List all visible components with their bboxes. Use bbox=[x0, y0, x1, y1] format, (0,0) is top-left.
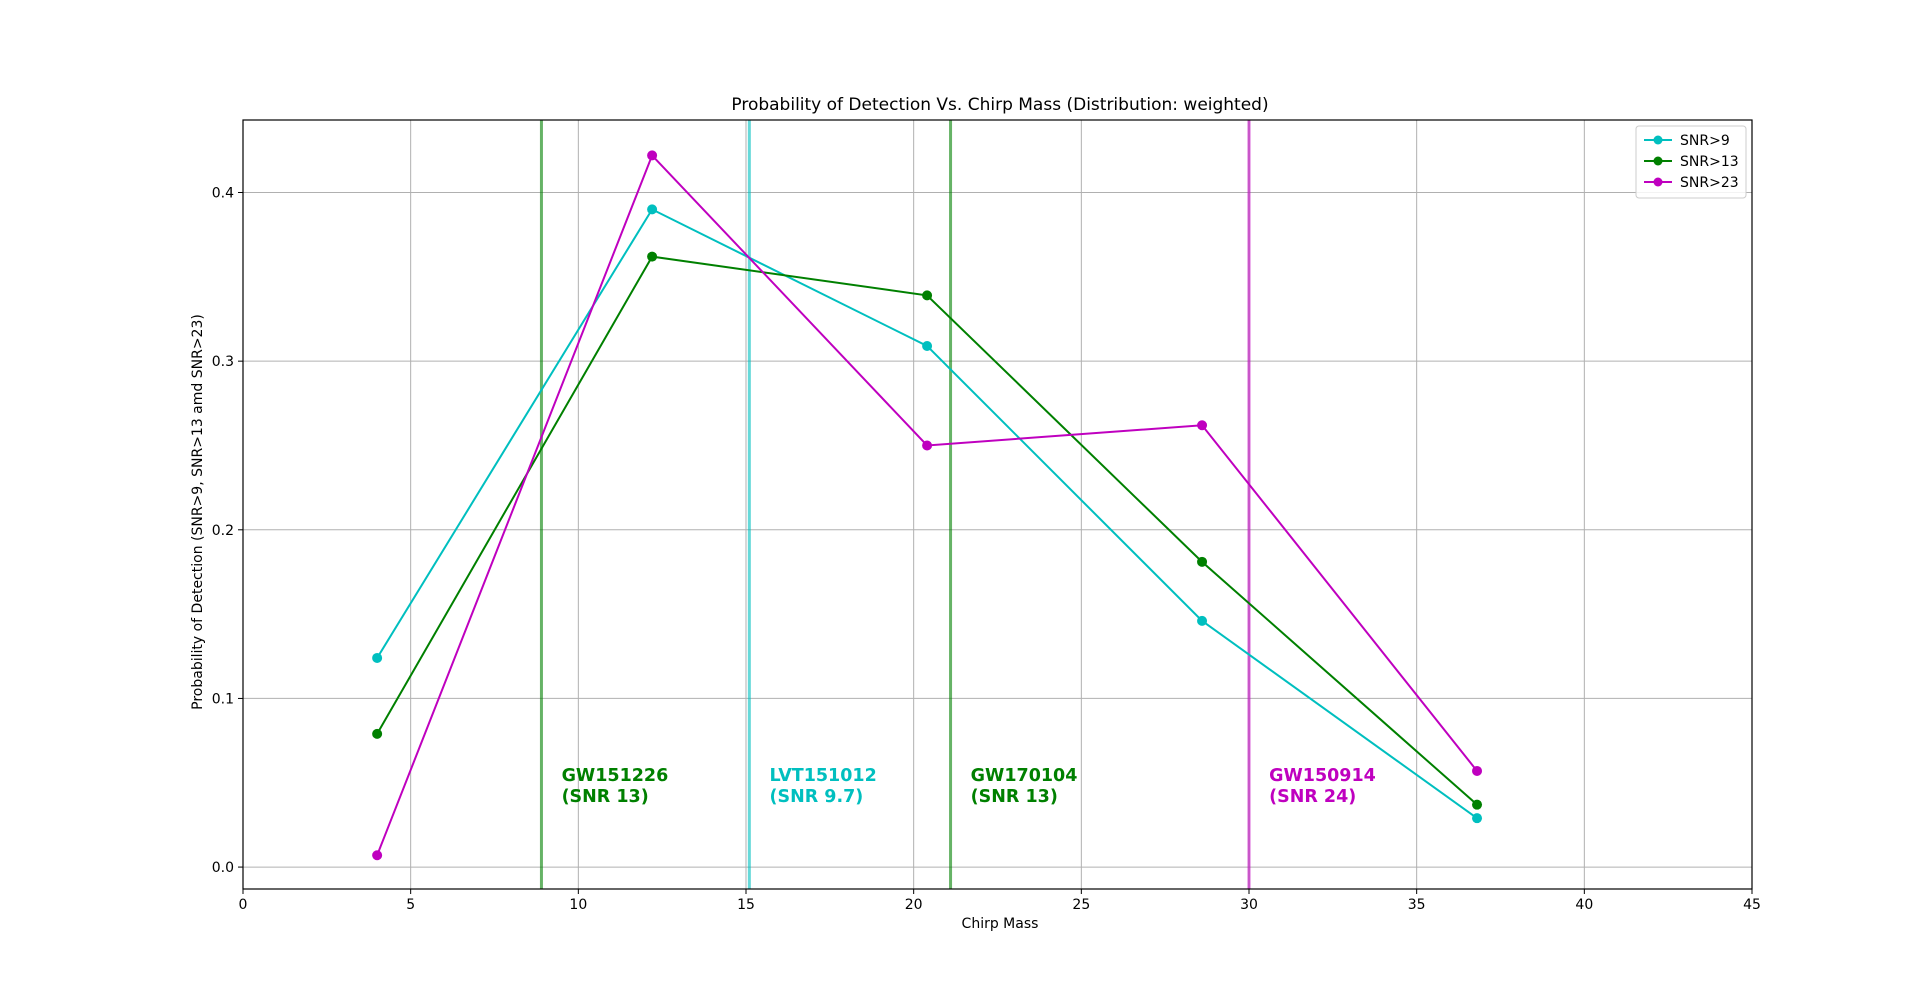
annotations: GW151226(SNR 13)LVT151012(SNR 9.7)GW1701… bbox=[562, 766, 1376, 807]
y-tick-label: 0.4 bbox=[212, 186, 234, 202]
data-point bbox=[372, 652, 383, 663]
x-tick-label: 0 bbox=[239, 897, 248, 913]
x-tick-label: 20 bbox=[905, 897, 923, 913]
legend-swatch-marker bbox=[1653, 135, 1663, 145]
event-annotation-snr: (SNR 13) bbox=[562, 787, 649, 807]
x-tick-label: 25 bbox=[1072, 897, 1090, 913]
data-point bbox=[922, 440, 933, 451]
y-tick-label: 0.0 bbox=[212, 860, 234, 876]
x-tick-label: 15 bbox=[737, 897, 755, 913]
legend-swatch-marker bbox=[1653, 177, 1663, 187]
event-annotation-snr: (SNR 9.7) bbox=[769, 787, 863, 807]
event-annotation-name: GW150914 bbox=[1269, 766, 1376, 786]
event-annotation-snr: (SNR 13) bbox=[971, 787, 1058, 807]
legend-label: SNR>23 bbox=[1680, 175, 1739, 191]
legend-box bbox=[1635, 125, 1747, 199]
x-tick-label: 35 bbox=[1408, 897, 1426, 913]
ticks: 0 5 10 15 20 25 30 35 40 45 0.0 0.1 0.2 0.3 0.4 bbox=[212, 186, 1761, 913]
y-axis-title: Probability of Detection (SNR>9, SNR>13 … bbox=[190, 314, 206, 710]
event-annotation-name: LVT151012 bbox=[769, 766, 876, 786]
data-point bbox=[922, 290, 933, 301]
data-point bbox=[647, 251, 658, 262]
x-tick-label: 45 bbox=[1743, 897, 1761, 913]
y-tick-label: 0.3 bbox=[212, 354, 234, 370]
data-point bbox=[1197, 615, 1208, 626]
y-tick-label: 0.2 bbox=[212, 523, 234, 539]
data-point bbox=[1472, 813, 1483, 824]
data-point bbox=[1197, 420, 1208, 431]
y-tick-label: 0.1 bbox=[212, 691, 234, 707]
legend: SNR>9 SNR>13 SNR>23 bbox=[1635, 125, 1747, 199]
legend-label: SNR>13 bbox=[1680, 154, 1739, 170]
legend-label: SNR>9 bbox=[1680, 133, 1730, 149]
data-point bbox=[372, 728, 383, 739]
data-point bbox=[1197, 556, 1208, 567]
x-tick-label: 10 bbox=[569, 897, 587, 913]
event-annotation-name: GW151226 bbox=[562, 766, 669, 786]
data-point bbox=[1472, 799, 1483, 810]
x-tick-label: 40 bbox=[1575, 897, 1593, 913]
event-annotation-name: GW170104 bbox=[971, 766, 1078, 786]
plot-frame bbox=[242, 119, 1753, 890]
event-lines bbox=[539, 120, 1251, 889]
data-point bbox=[372, 850, 383, 861]
chart-title: Probability of Detection Vs. Chirp Mass … bbox=[731, 95, 1268, 115]
data-point bbox=[647, 150, 658, 161]
x-tick-label: 5 bbox=[406, 897, 415, 913]
data-point bbox=[647, 204, 658, 215]
x-axis-title: Chirp Mass bbox=[962, 916, 1039, 932]
data-point bbox=[1472, 765, 1483, 776]
data-point bbox=[922, 340, 933, 351]
event-annotation-snr: (SNR 24) bbox=[1269, 787, 1356, 807]
x-tick-label: 30 bbox=[1240, 897, 1258, 913]
legend-swatch-marker bbox=[1653, 156, 1663, 166]
series bbox=[372, 150, 1483, 861]
